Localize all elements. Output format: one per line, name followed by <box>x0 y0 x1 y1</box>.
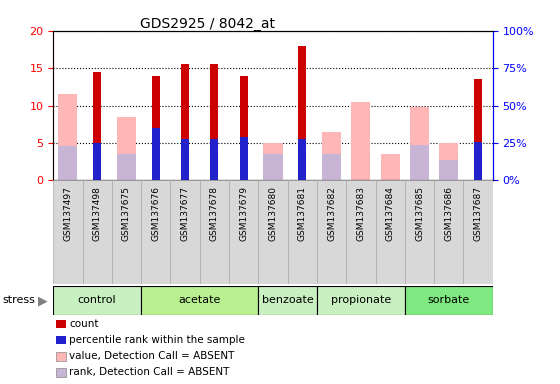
Bar <box>240 137 248 180</box>
Bar <box>58 146 77 180</box>
Bar <box>410 145 429 180</box>
Bar <box>93 72 101 180</box>
Text: GSM137676: GSM137676 <box>151 186 160 241</box>
Text: control: control <box>78 295 116 306</box>
Text: GSM137675: GSM137675 <box>122 186 131 241</box>
FancyBboxPatch shape <box>317 180 346 284</box>
FancyBboxPatch shape <box>464 180 493 284</box>
Bar <box>181 65 189 180</box>
Text: ▶: ▶ <box>38 294 48 307</box>
Text: value, Detection Call = ABSENT: value, Detection Call = ABSENT <box>69 351 235 361</box>
Bar <box>58 94 77 180</box>
Text: propionate: propionate <box>331 295 391 306</box>
Text: rank, Detection Call = ABSENT: rank, Detection Call = ABSENT <box>69 367 230 377</box>
FancyBboxPatch shape <box>258 180 288 284</box>
Text: GSM137683: GSM137683 <box>356 186 366 241</box>
Bar <box>263 143 283 180</box>
Text: GSM137498: GSM137498 <box>92 186 102 240</box>
Bar <box>263 154 283 180</box>
FancyBboxPatch shape <box>376 180 405 284</box>
Text: GSM137678: GSM137678 <box>210 186 219 241</box>
FancyBboxPatch shape <box>229 180 258 284</box>
FancyBboxPatch shape <box>317 286 405 315</box>
FancyBboxPatch shape <box>53 180 82 284</box>
Bar <box>181 139 189 180</box>
FancyBboxPatch shape <box>200 180 229 284</box>
Text: GSM137677: GSM137677 <box>180 186 190 241</box>
Text: sorbate: sorbate <box>428 295 470 306</box>
FancyBboxPatch shape <box>405 180 434 284</box>
Bar <box>211 65 218 180</box>
Text: stress: stress <box>3 295 36 306</box>
Text: GSM137679: GSM137679 <box>239 186 248 241</box>
Text: acetate: acetate <box>179 295 221 306</box>
FancyBboxPatch shape <box>434 180 464 284</box>
Bar <box>474 142 482 180</box>
FancyBboxPatch shape <box>112 180 141 284</box>
Bar <box>298 46 306 180</box>
Text: benzoate: benzoate <box>262 295 314 306</box>
Bar <box>93 143 101 180</box>
FancyBboxPatch shape <box>258 286 317 315</box>
Bar <box>117 117 136 180</box>
Bar <box>322 132 341 180</box>
Text: count: count <box>69 319 99 329</box>
Bar <box>439 160 459 180</box>
Bar <box>439 143 459 180</box>
Text: percentile rank within the sample: percentile rank within the sample <box>69 335 245 345</box>
Text: GSM137682: GSM137682 <box>327 186 336 240</box>
FancyBboxPatch shape <box>53 286 141 315</box>
FancyBboxPatch shape <box>405 286 493 315</box>
Bar <box>152 76 160 180</box>
Text: GSM137684: GSM137684 <box>386 186 395 240</box>
FancyBboxPatch shape <box>82 180 112 284</box>
Text: GSM137685: GSM137685 <box>415 186 424 241</box>
Text: GSM137497: GSM137497 <box>63 186 72 240</box>
FancyBboxPatch shape <box>346 180 376 284</box>
Bar <box>240 76 248 180</box>
FancyBboxPatch shape <box>141 180 170 284</box>
Bar <box>474 79 482 180</box>
Bar <box>322 154 341 180</box>
Bar <box>381 154 400 180</box>
Text: GSM137687: GSM137687 <box>474 186 483 241</box>
Bar <box>410 107 429 180</box>
Bar <box>351 102 371 180</box>
Bar <box>152 128 160 180</box>
Bar <box>211 139 218 180</box>
Text: GDS2925 / 8042_at: GDS2925 / 8042_at <box>139 17 274 31</box>
FancyBboxPatch shape <box>141 286 258 315</box>
FancyBboxPatch shape <box>288 180 317 284</box>
Bar <box>117 154 136 180</box>
Text: GSM137681: GSM137681 <box>298 186 307 241</box>
Text: GSM137680: GSM137680 <box>268 186 278 241</box>
Bar <box>298 139 306 180</box>
Text: GSM137686: GSM137686 <box>444 186 454 241</box>
FancyBboxPatch shape <box>170 180 200 284</box>
